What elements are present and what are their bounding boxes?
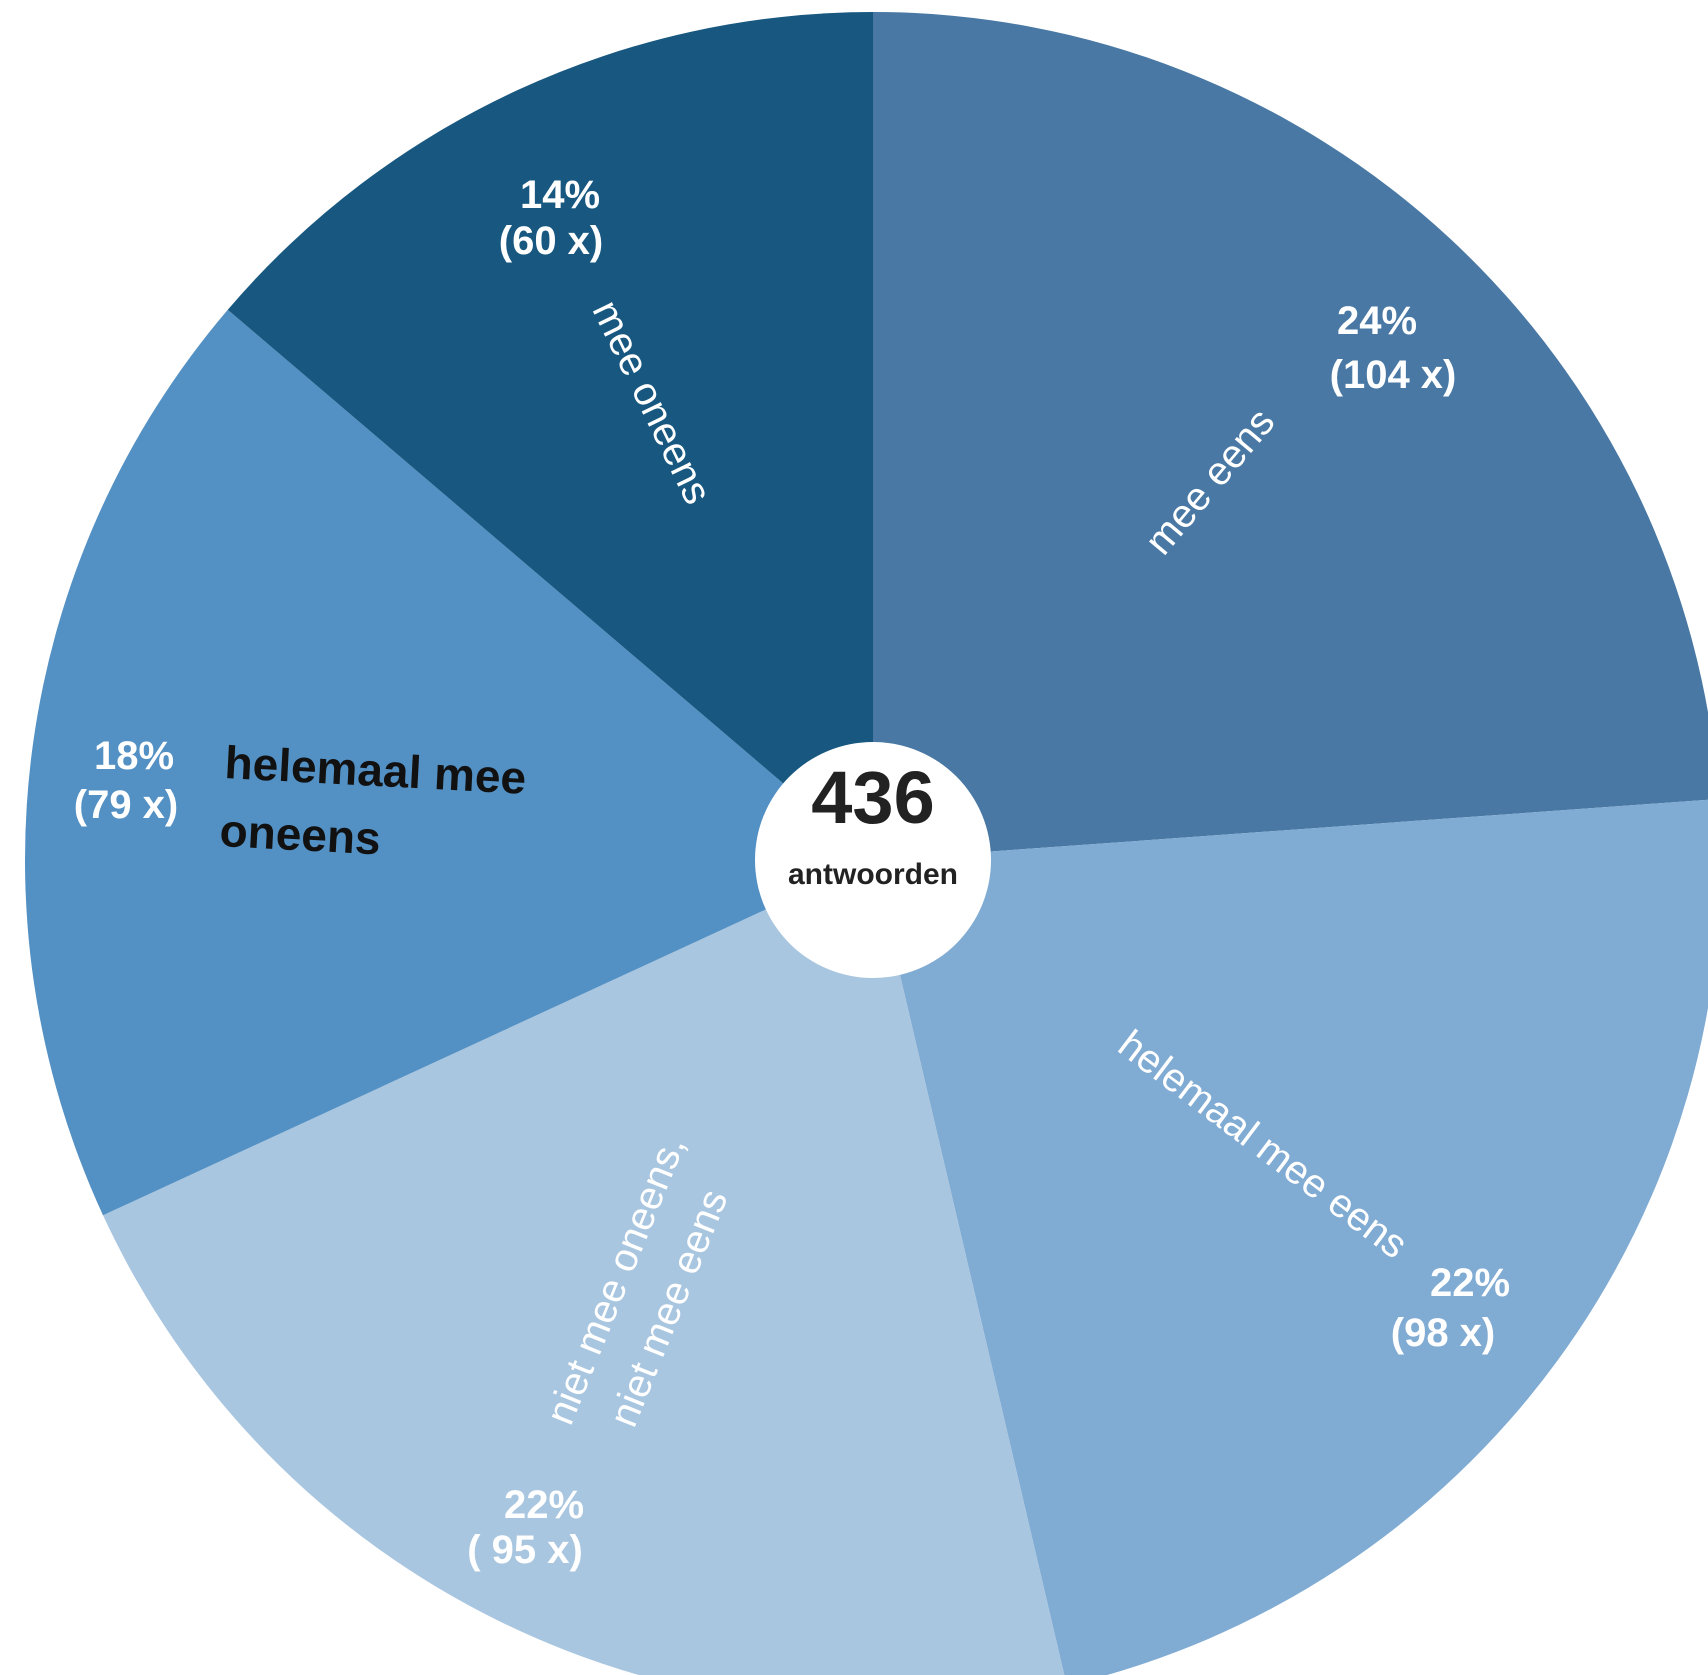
slice-percent-mee-eens: 24%: [1337, 299, 1417, 343]
pie-slice-mee-eens: [873, 12, 1708, 860]
slice-category-helemaal-mee-oneens-line-2: oneens: [218, 804, 382, 864]
pie-slice-niet-mee-oneens-niet-mee-eens: [103, 860, 1065, 1675]
slice-percent-mee-oneens: 14%: [520, 173, 600, 217]
slice-percent-helemaal-mee-oneens: 18%: [94, 734, 174, 778]
pie-slices: [24, 12, 1708, 1675]
slice-count-neutraal: ( 95 x): [467, 1528, 583, 1572]
slice-percent-helemaal-mee-eens: 22%: [1430, 1261, 1510, 1305]
pie-slice-helemaal-mee-oneens: [24, 309, 873, 1216]
slice-count-mee-eens: (104 x): [1330, 353, 1457, 397]
center-hole: [755, 742, 991, 978]
slice-count-helemaal-mee-oneens: (79 x): [74, 783, 179, 827]
total-responses-count: 436: [811, 756, 934, 839]
pie-slice-helemaal-mee-eens: [873, 799, 1708, 1675]
slice-percent-neutraal: 22%: [504, 1483, 584, 1527]
total-responses-label: antwoorden: [788, 858, 958, 891]
pie-slice-mee-oneens: [227, 12, 874, 860]
slice-count-mee-oneens: (60 x): [499, 219, 604, 263]
slice-count-helemaal-mee-eens: (98 x): [1391, 1311, 1496, 1355]
